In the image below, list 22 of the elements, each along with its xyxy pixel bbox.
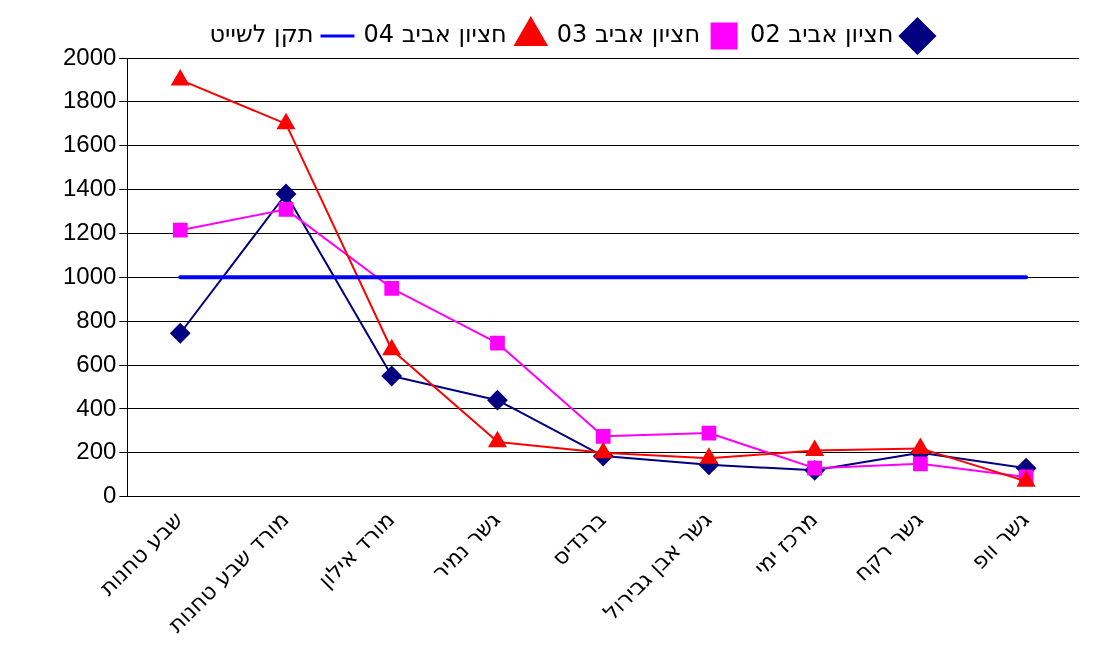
x-tick-label: מורד אילון bbox=[313, 506, 400, 593]
legend-label: חציון אביב 04 bbox=[363, 20, 507, 49]
y-tick-label: 1200 bbox=[63, 218, 117, 246]
y-tick-label: 200 bbox=[76, 437, 117, 465]
x-tick-label: ברנדיס bbox=[547, 506, 611, 571]
y-tick-label: 1000 bbox=[63, 261, 117, 289]
legend-label: חציון אביב 03 bbox=[556, 20, 701, 49]
x-tick-label: גשר וופ bbox=[966, 506, 1034, 574]
y-tick-label: 2000 bbox=[63, 42, 117, 70]
x-tick-label: גשר רקח bbox=[849, 506, 928, 586]
legend-label: תקן לשייט bbox=[209, 20, 314, 49]
y-tick-label: 1800 bbox=[63, 86, 117, 114]
x-tick-label: שבע טחנות bbox=[94, 506, 188, 601]
y-tick-label: 1600 bbox=[63, 130, 117, 158]
y-tick-label: 1400 bbox=[63, 174, 117, 202]
y-tick-label: 0 bbox=[103, 481, 117, 509]
y-tick-label: 600 bbox=[76, 349, 117, 377]
y-tick-label: 800 bbox=[76, 305, 117, 333]
y-tick-label: 400 bbox=[76, 393, 117, 421]
x-tick-label: מרכז ימי bbox=[749, 506, 823, 581]
x-tick-label: גשר נמיר bbox=[427, 506, 506, 585]
legend-label: חציון אביב 02 bbox=[750, 20, 894, 49]
